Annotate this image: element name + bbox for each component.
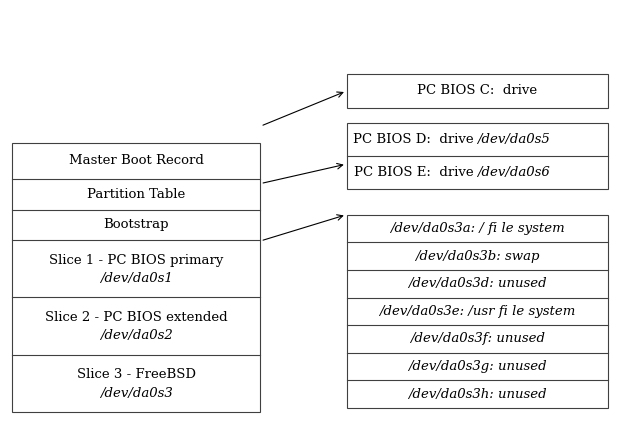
Text: /dev/da0s5: /dev/da0s5 <box>477 133 550 146</box>
Text: /dev/da0s3: /dev/da0s3 <box>100 387 173 400</box>
Text: /dev/da0s1: /dev/da0s1 <box>100 272 173 285</box>
Text: Master Boot Record: Master Boot Record <box>69 154 204 167</box>
Bar <box>347 215 608 408</box>
Text: Partition Table: Partition Table <box>87 188 185 201</box>
Text: /dev/da0s3e: /usr fi le system: /dev/da0s3e: /usr fi le system <box>379 305 575 318</box>
Text: /dev/da0s6: /dev/da0s6 <box>477 166 550 179</box>
Bar <box>12 143 260 412</box>
Bar <box>347 123 608 189</box>
Text: /dev/da0s3d: unused: /dev/da0s3d: unused <box>408 277 547 290</box>
Text: /dev/da0s3f: unused: /dev/da0s3f: unused <box>410 332 545 346</box>
Text: Slice 3 - FreeBSD: Slice 3 - FreeBSD <box>77 368 196 382</box>
Text: Bootstrap: Bootstrap <box>104 218 169 231</box>
Text: /dev/da0s3g: unused: /dev/da0s3g: unused <box>408 360 547 373</box>
Text: PC BIOS D:  drive: PC BIOS D: drive <box>353 133 477 146</box>
Text: PC BIOS E:  drive: PC BIOS E: drive <box>353 166 477 179</box>
Text: /dev/da0s3h: unused: /dev/da0s3h: unused <box>408 388 547 401</box>
Text: /dev/da0s2: /dev/da0s2 <box>100 329 173 343</box>
Bar <box>347 74 608 108</box>
Text: /dev/da0s3a: / fi le system: /dev/da0s3a: / fi le system <box>390 222 565 235</box>
Text: PC BIOS C:  drive: PC BIOS C: drive <box>417 85 538 97</box>
Text: /dev/da0s3b: swap: /dev/da0s3b: swap <box>415 249 539 263</box>
Text: Slice 2 - PC BIOS extended: Slice 2 - PC BIOS extended <box>45 311 228 324</box>
Text: Slice 1 - PC BIOS primary: Slice 1 - PC BIOS primary <box>49 254 224 267</box>
